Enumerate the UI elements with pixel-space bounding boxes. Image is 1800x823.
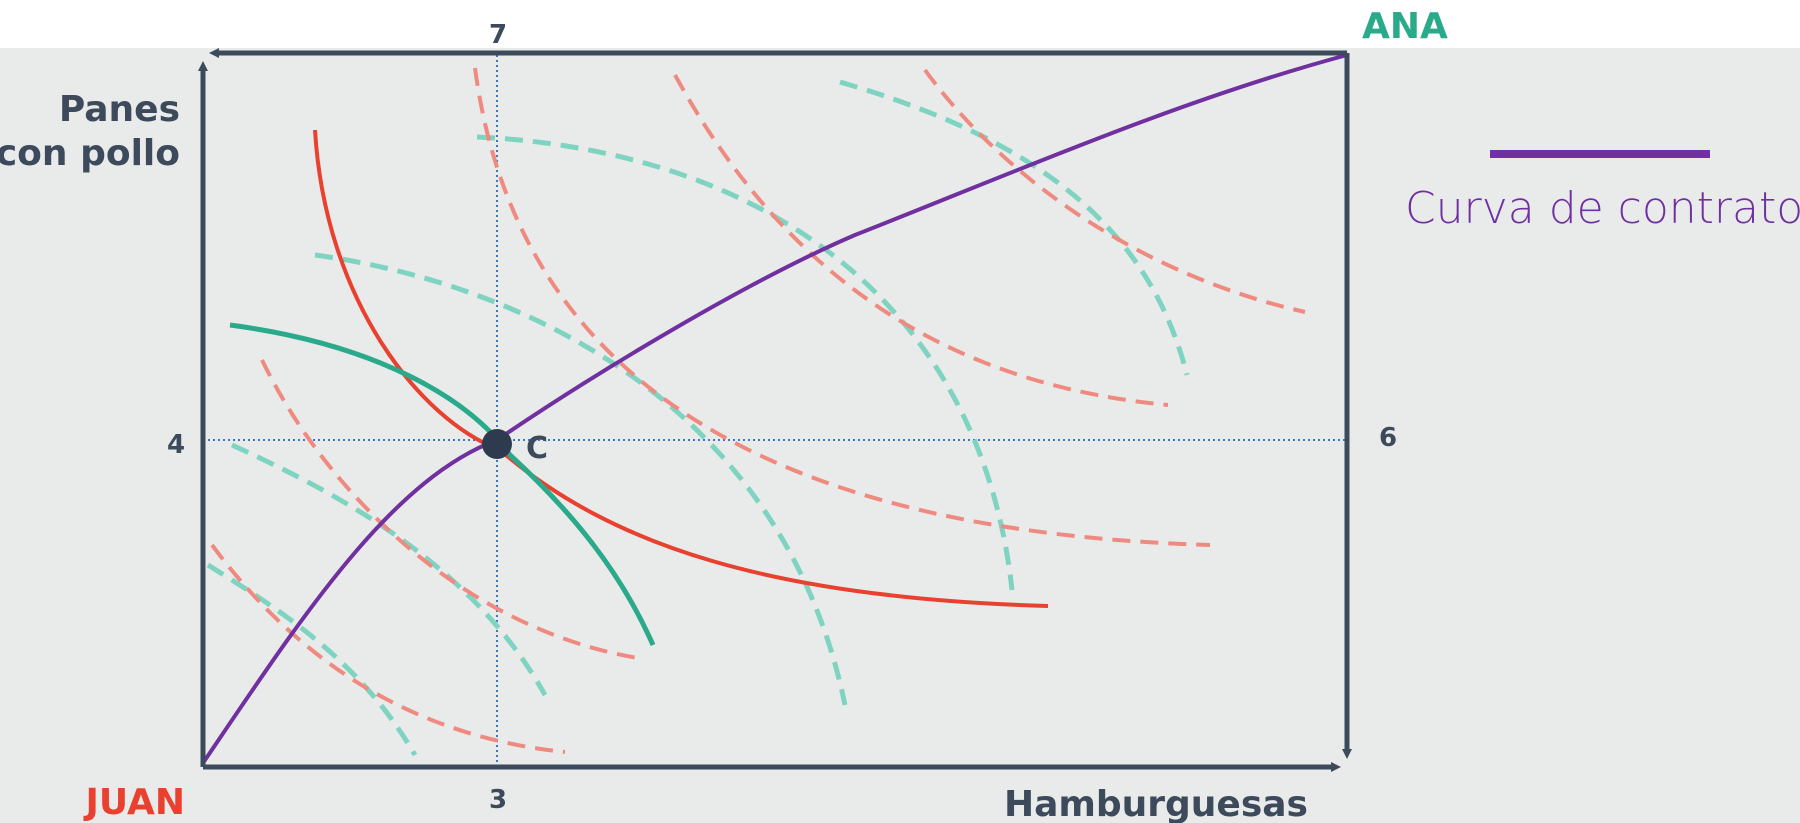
legend-label-contract-curve: Curva de contrato xyxy=(1405,183,1800,234)
point-c-label: C xyxy=(526,431,548,466)
tick-left: 4 xyxy=(167,430,185,460)
ana-indifference-curve-dashed-2 xyxy=(230,442,548,697)
tick-top: 7 xyxy=(489,20,507,50)
contract-curve xyxy=(201,53,1348,765)
tick-right: 6 xyxy=(1379,423,1397,453)
ana-indifference-curve-dashed-4 xyxy=(476,134,1015,591)
y-axis-title-line-2: con pollo xyxy=(0,133,180,174)
juan-indifference-curve-dashed-2 xyxy=(260,359,639,660)
tick-bottom: 3 xyxy=(489,785,507,815)
juan-indifference-curve-dashed-3 xyxy=(473,67,1211,547)
ana-indifference-curve-dashed-3 xyxy=(314,252,848,706)
diagram-background xyxy=(0,48,1800,823)
juan-label: JUAN xyxy=(82,782,185,823)
juan-indifference-curve-dashed-1 xyxy=(210,543,566,754)
ana-indifference-curve-dashed-1 xyxy=(206,562,418,757)
x-axis-title: Hamburguesas xyxy=(1004,784,1308,823)
ana-label: ANA xyxy=(1362,6,1448,47)
juan-indifference-curve-dashed-4 xyxy=(673,74,1169,407)
point-c-marker xyxy=(482,429,512,459)
juan-indifference-curve-dashed-5 xyxy=(923,68,1306,314)
y-axis-title-line-1: Panes xyxy=(59,89,180,130)
ana-indifference-curve-dashed-5 xyxy=(839,79,1190,376)
